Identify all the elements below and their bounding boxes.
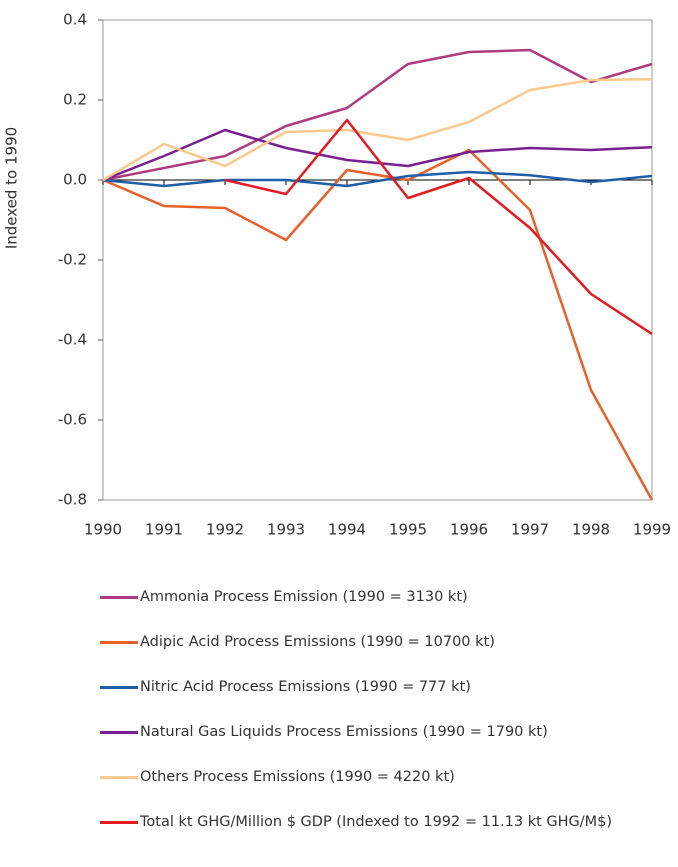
legend-item: Natural Gas Liquids Process Emissions (1… <box>100 723 660 741</box>
legend-item: Adipic Acid Process Emissions (1990 = 10… <box>100 633 660 651</box>
y-tick-label: -0.8 <box>58 491 87 509</box>
x-tick-label: 1996 <box>450 521 488 539</box>
legend-label: Nitric Acid Process Emissions (1990 = 77… <box>140 679 471 695</box>
series-line <box>102 128 653 182</box>
x-tick-label: 1993 <box>267 521 305 539</box>
series-line <box>224 118 653 336</box>
plot-frame <box>102 19 653 501</box>
legend-item: Nitric Acid Process Emissions (1990 = 77… <box>100 678 660 696</box>
x-tick-label: 1991 <box>145 521 183 539</box>
legend-swatch <box>100 596 138 599</box>
y-tick-label: -0.2 <box>58 251 87 269</box>
legend-item: Total kt GHG/Million $ GDP (Indexed to 1… <box>100 813 660 831</box>
legend-swatch <box>100 776 138 779</box>
legend-label: Others Process Emissions (1990 = 4220 kt… <box>140 769 455 785</box>
y-tick-label: -0.4 <box>58 331 87 349</box>
x-tick-label: 1990 <box>84 521 122 539</box>
legend-item: Others Process Emissions (1990 = 4220 kt… <box>100 768 660 786</box>
legend-label: Natural Gas Liquids Process Emissions (1… <box>140 724 548 740</box>
legend: Ammonia Process Emission (1990 = 3130 kt… <box>100 588 660 858</box>
legend-swatch <box>100 686 138 689</box>
series-line <box>102 148 654 501</box>
y-tick-label: 0.2 <box>63 91 87 109</box>
chart: Indexed to 1990 0.4 0.2 0.0 -0.2 -0.4 -0.6 -0.… <box>3 11 672 539</box>
y-axis-label: Indexed to 1990 <box>3 127 21 249</box>
legend-item: Ammonia Process Emission (1990 = 3130 kt… <box>100 588 660 606</box>
series-line <box>102 48 653 182</box>
x-tick-label: 1999 <box>633 521 671 539</box>
legend-label: Ammonia Process Emission (1990 = 3130 kt… <box>140 589 468 605</box>
y-tick-label: 0.0 <box>63 171 87 189</box>
series-line <box>102 170 653 188</box>
x-tick-label: 1995 <box>389 521 427 539</box>
y-tick-label: -0.6 <box>58 411 87 429</box>
x-tick-label: 1997 <box>511 521 549 539</box>
legend-swatch <box>100 641 138 644</box>
legend-swatch <box>100 731 138 734</box>
y-tick-label: 0.4 <box>63 11 87 29</box>
x-tick-label: 1992 <box>206 521 244 539</box>
x-tick-label: 1998 <box>572 521 610 539</box>
legend-label: Total kt GHG/Million $ GDP (Indexed to 1… <box>140 814 613 830</box>
x-tick-label: 1994 <box>328 521 366 539</box>
legend-label: Adipic Acid Process Emissions (1990 = 10… <box>140 634 495 650</box>
legend-swatch <box>100 821 138 824</box>
series-line <box>102 77 653 182</box>
